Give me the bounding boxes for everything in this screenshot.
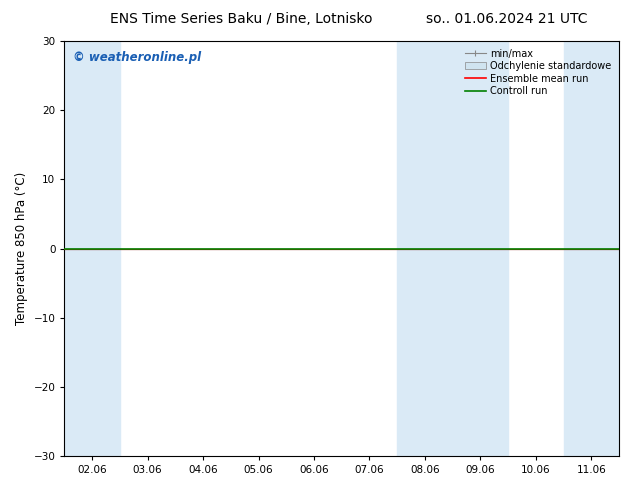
Bar	[65, 41, 120, 456]
Bar	[453, 41, 508, 456]
Legend: min/max, Odchylenie standardowe, Ensemble mean run, Controll run: min/max, Odchylenie standardowe, Ensembl…	[462, 46, 614, 99]
Y-axis label: Temperature 850 hPa (°C): Temperature 850 hPa (°C)	[15, 172, 28, 325]
Text: so.. 01.06.2024 21 UTC: so.. 01.06.2024 21 UTC	[427, 12, 588, 26]
Text: ENS Time Series Baku / Bine, Lotnisko: ENS Time Series Baku / Bine, Lotnisko	[110, 12, 372, 26]
Bar	[564, 41, 619, 456]
Bar	[397, 41, 453, 456]
Text: © weatheronline.pl: © weatheronline.pl	[73, 51, 201, 64]
